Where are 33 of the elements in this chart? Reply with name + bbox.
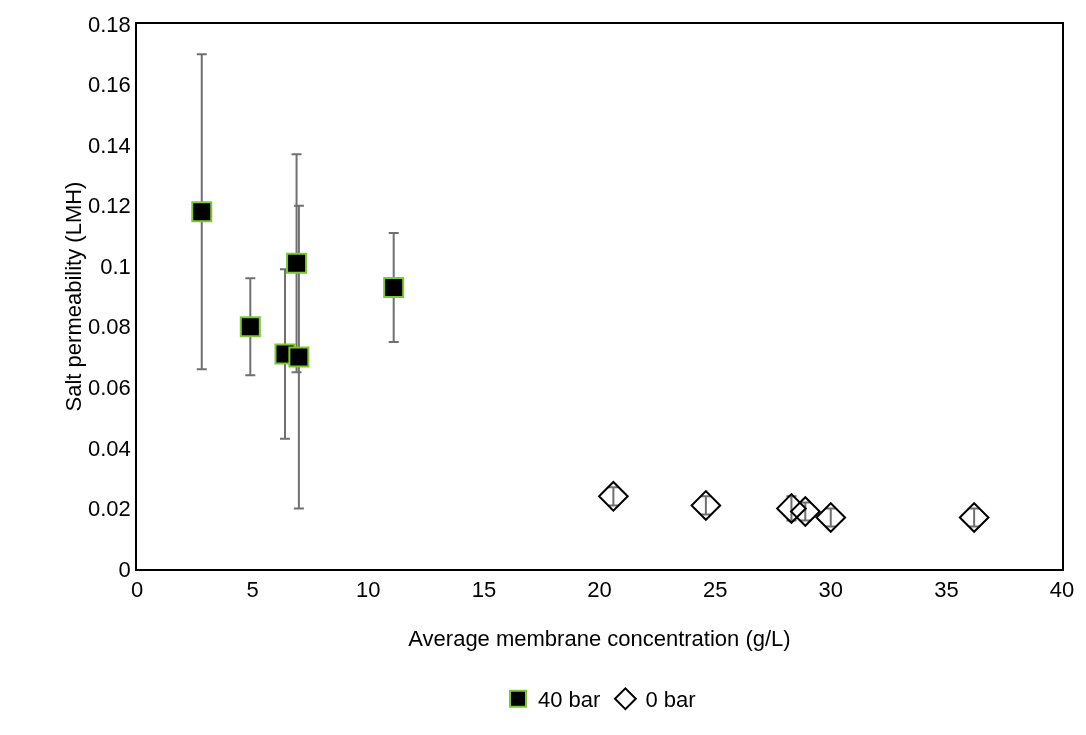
legend-label: 40 bar bbox=[538, 687, 601, 713]
x-tick-label: 30 bbox=[818, 577, 843, 603]
y-tick-label: 0.08 bbox=[88, 314, 131, 340]
point bbox=[776, 493, 807, 524]
y-tick-label: 0.18 bbox=[88, 11, 131, 37]
x-tick-label: 35 bbox=[934, 577, 959, 603]
point bbox=[286, 252, 308, 274]
x-tick-label: 5 bbox=[246, 577, 259, 603]
point bbox=[288, 346, 310, 368]
y-tick-label: 0.02 bbox=[88, 496, 131, 522]
y-tick-label: 0 bbox=[118, 556, 131, 582]
y-axis-title: Salt permeability (LMH) bbox=[61, 181, 87, 412]
y-tick-label: 0.12 bbox=[88, 193, 131, 219]
point bbox=[239, 316, 261, 338]
y-tick-label: 0.14 bbox=[88, 132, 131, 158]
point bbox=[383, 276, 405, 298]
x-tick-label: 10 bbox=[356, 577, 381, 603]
x-axis-title: Average membrane concentration (g/L) bbox=[408, 625, 791, 651]
y-tick-label: 0.1 bbox=[100, 253, 131, 279]
point bbox=[958, 502, 990, 533]
y-tick-label: 0.04 bbox=[88, 435, 131, 461]
legend-label: 0 bar bbox=[645, 687, 696, 713]
point bbox=[598, 481, 629, 512]
y-tick-label: 0.06 bbox=[88, 375, 131, 401]
y-tick-label: 0.16 bbox=[88, 72, 131, 98]
x-tick-label: 25 bbox=[702, 577, 728, 603]
point bbox=[815, 502, 847, 533]
point bbox=[690, 490, 722, 521]
x-tick-label: 40 bbox=[1049, 577, 1075, 603]
point bbox=[790, 496, 821, 527]
point bbox=[191, 201, 213, 223]
x-tick-label: 20 bbox=[587, 577, 612, 603]
x-tick-label: 15 bbox=[471, 577, 497, 603]
